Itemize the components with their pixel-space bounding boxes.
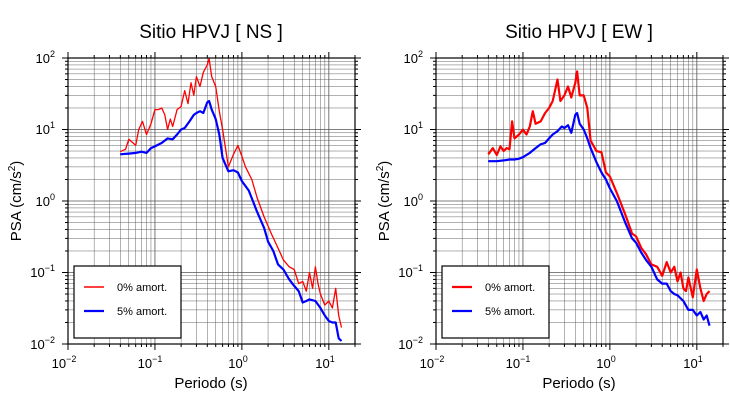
x-axis-label: Periodo (s) bbox=[542, 375, 615, 392]
gridlines bbox=[436, 58, 724, 344]
y-tick-label: 10−2 bbox=[30, 335, 55, 352]
chart-title: Sitio HPVJ [ EW ] bbox=[505, 22, 653, 43]
series-line-undamped bbox=[487, 70, 711, 303]
legend: 0% amort. 5% amort. bbox=[73, 265, 182, 339]
gridlines bbox=[68, 58, 356, 344]
y-tick-label: 100 bbox=[404, 192, 423, 209]
x-tick-label: 10−2 bbox=[420, 354, 445, 371]
x-tick-label: 10−1 bbox=[506, 354, 531, 371]
series-layer bbox=[487, 70, 711, 326]
legend-box bbox=[441, 265, 550, 339]
x-axis-label: Periodo (s) bbox=[174, 375, 247, 392]
y-tick-labels: 10−2 10−1 100 101 102 bbox=[398, 49, 423, 352]
y-tick-label: 10−1 bbox=[398, 263, 423, 280]
x-tick-labels: 10−2 10−1 100 101 bbox=[420, 354, 703, 371]
y-tick-label: 102 bbox=[36, 49, 55, 66]
ticks-layer bbox=[62, 52, 361, 350]
y-tick-label: 10−1 bbox=[30, 263, 55, 280]
chart-panel-ew: Sitio HPVJ [ EW ] 10−2 10−1 100 101 10−2… bbox=[375, 22, 729, 392]
series-line-damped bbox=[488, 111, 711, 326]
y-tick-label: 100 bbox=[36, 192, 55, 209]
legend-label: 0% amort. bbox=[485, 282, 535, 294]
x-tick-label: 100 bbox=[228, 354, 247, 371]
x-tick-label: 101 bbox=[683, 354, 702, 371]
x-tick-labels: 10−2 10−1 100 101 bbox=[52, 354, 335, 371]
series-line-damped bbox=[120, 99, 343, 342]
x-tick-label: 10−1 bbox=[138, 354, 163, 371]
x-tick-label: 100 bbox=[596, 354, 615, 371]
legend-label: 5% amort. bbox=[117, 306, 167, 318]
chart-title: Sitio HPVJ [ NS ] bbox=[139, 22, 283, 43]
y-tick-label: 101 bbox=[404, 120, 423, 137]
series-line-undamped bbox=[120, 57, 343, 328]
y-tick-label: 10−2 bbox=[398, 335, 423, 352]
series-layer bbox=[120, 57, 343, 342]
y-tick-label: 101 bbox=[36, 120, 55, 137]
legend-label: 5% amort. bbox=[485, 306, 535, 318]
y-tick-labels: 10−2 10−1 100 101 102 bbox=[30, 49, 55, 352]
y-tick-label: 102 bbox=[404, 49, 423, 66]
chart-panel-ns: Sitio HPVJ [ NS ] 10−2 10−1 100 101 10−2… bbox=[7, 22, 361, 392]
y-axis-label: PSA (cm/s2) bbox=[7, 161, 25, 242]
legend-label: 0% amort. bbox=[117, 282, 167, 294]
x-tick-label: 10−2 bbox=[52, 354, 77, 371]
legend-box bbox=[73, 265, 182, 339]
x-tick-label: 101 bbox=[315, 354, 334, 371]
y-axis-label: PSA (cm/s2) bbox=[375, 161, 393, 242]
legend: 0% amort. 5% amort. bbox=[441, 265, 550, 339]
ticks-layer bbox=[430, 52, 729, 350]
